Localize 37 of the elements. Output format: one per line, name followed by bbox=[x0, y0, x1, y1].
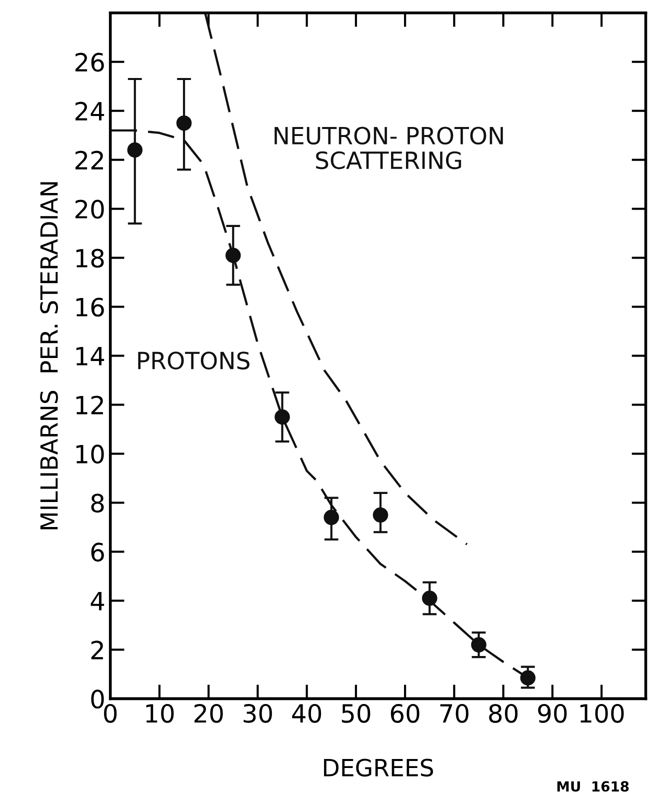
series-label: NEUTRON- PROTON SCATTERING bbox=[274, 126, 503, 170]
y-tick-label: 18 bbox=[76, 248, 104, 268]
x-tick-label: 20 bbox=[194, 704, 223, 723]
x-tick-label: 80 bbox=[489, 704, 518, 723]
point bbox=[324, 510, 340, 526]
point bbox=[471, 637, 486, 652]
y-tick-label: 12 bbox=[76, 396, 103, 414]
x-tick-label: 90 bbox=[538, 704, 567, 723]
y-tick-label: 24 bbox=[75, 102, 104, 120]
y-tick-label: 6 bbox=[91, 542, 104, 562]
y-tick-label: 20 bbox=[75, 200, 104, 219]
x-tick-label: 0 bbox=[104, 704, 117, 723]
point bbox=[520, 670, 536, 686]
y-tick-label: 22 bbox=[75, 150, 103, 170]
x-tick-label: 70 bbox=[440, 704, 468, 723]
point bbox=[176, 115, 192, 131]
text: MU 1618 bbox=[557, 781, 629, 792]
x-tick-label: 40 bbox=[292, 704, 322, 723]
x-tick-label: 60 bbox=[390, 704, 420, 723]
y-axis-title: MILLIBARNS PER. STERADIAN bbox=[40, 182, 58, 530]
point bbox=[274, 409, 290, 425]
y-tick-label: 26 bbox=[75, 52, 104, 72]
y-tick-label: 0 bbox=[91, 690, 104, 709]
x-tick-label: 100 bbox=[580, 704, 624, 723]
y-tick-label: 2 bbox=[91, 640, 103, 660]
x-tick-label: 50 bbox=[342, 704, 370, 723]
y-tick-label: 10 bbox=[76, 444, 104, 464]
x-tick-label: 30 bbox=[244, 704, 272, 723]
series-label: PROTONS bbox=[138, 352, 250, 370]
x-tick-label: 10 bbox=[146, 704, 174, 723]
point bbox=[127, 142, 143, 158]
x-axis-title: DEGREES bbox=[324, 758, 434, 777]
point bbox=[372, 507, 388, 523]
y-tick-label: 14 bbox=[76, 347, 104, 366]
y-tick-label: 16 bbox=[76, 298, 104, 317]
y-tick-label: 4 bbox=[90, 592, 104, 610]
y-tick-label: 8 bbox=[91, 494, 104, 513]
